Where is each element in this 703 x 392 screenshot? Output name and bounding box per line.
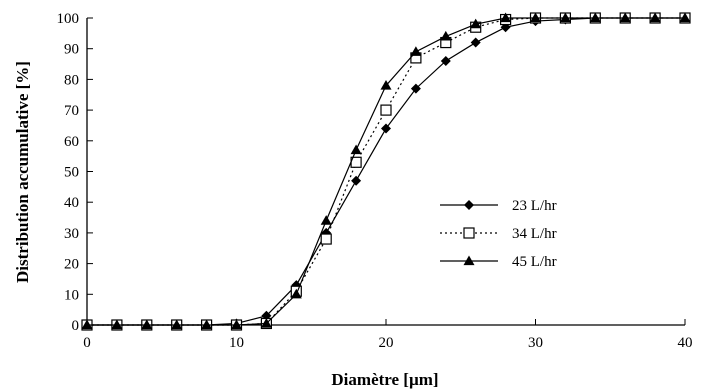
y-tick-label: 90 bbox=[64, 42, 79, 58]
legend-label: 34 L/hr bbox=[512, 226, 557, 242]
x-tick-label: 30 bbox=[528, 335, 543, 351]
data-point bbox=[559, 12, 571, 23]
data-point bbox=[141, 319, 153, 330]
legend-marker bbox=[463, 227, 475, 239]
x-tick-label: 0 bbox=[83, 335, 91, 351]
data-point bbox=[500, 12, 512, 23]
y-tick-label: 80 bbox=[64, 72, 79, 88]
data-point bbox=[350, 144, 362, 155]
x-tick-label: 20 bbox=[379, 335, 394, 351]
data-point bbox=[320, 233, 332, 245]
y-tick-label: 70 bbox=[64, 103, 79, 119]
data-point bbox=[201, 319, 213, 330]
legend-marker bbox=[463, 255, 475, 266]
series-45-l-hr bbox=[81, 12, 691, 330]
legend-item: 45 L/hr bbox=[440, 254, 557, 270]
data-point bbox=[470, 37, 481, 48]
legend-item: 23 L/hr bbox=[440, 198, 557, 214]
y-tick-label: 10 bbox=[64, 287, 79, 303]
legend-item: 34 L/hr bbox=[440, 226, 557, 242]
series-line bbox=[87, 17, 685, 326]
legend: 23 L/hr 34 L/hr 45 L/hr bbox=[440, 198, 557, 270]
data-point bbox=[470, 18, 482, 29]
data-point bbox=[410, 46, 422, 56]
ticks: 0 10 20 30 40 50 60 70 80 90 100 0 10 20 30 40 bbox=[57, 11, 693, 351]
y-tick-label: 30 bbox=[64, 226, 79, 242]
y-axis-title: Distribution accumulative [%] bbox=[13, 61, 32, 283]
data-point bbox=[679, 12, 691, 23]
y-tick-label: 0 bbox=[72, 318, 80, 334]
y-tick-label: 50 bbox=[64, 165, 79, 181]
series-layer bbox=[81, 12, 691, 331]
series-34-l-hr bbox=[81, 12, 691, 331]
data-point bbox=[619, 12, 631, 23]
legend-marker bbox=[464, 200, 474, 210]
series-line bbox=[87, 17, 685, 326]
y-tick-label: 100 bbox=[57, 11, 80, 27]
axes bbox=[86, 18, 685, 326]
data-point bbox=[81, 319, 93, 330]
data-point bbox=[530, 12, 541, 23]
y-tick-label: 60 bbox=[64, 134, 79, 150]
data-point bbox=[440, 55, 451, 66]
data-point bbox=[260, 317, 272, 328]
y-tick-label: 20 bbox=[64, 257, 79, 273]
data-point bbox=[320, 215, 332, 225]
x-tick-label: 40 bbox=[678, 335, 693, 351]
y-tick-label: 40 bbox=[64, 195, 79, 211]
data-point bbox=[410, 83, 421, 94]
series-line bbox=[87, 17, 685, 326]
x-axis-title: Diamètre [µm] bbox=[331, 370, 438, 389]
data-point bbox=[380, 80, 392, 90]
data-point bbox=[589, 12, 601, 23]
legend-label: 23 L/hr bbox=[512, 198, 557, 214]
data-point bbox=[649, 12, 661, 23]
data-point bbox=[380, 104, 392, 116]
data-point bbox=[111, 319, 123, 330]
data-point bbox=[171, 319, 183, 330]
data-point bbox=[381, 123, 391, 134]
data-point bbox=[351, 175, 362, 186]
data-point bbox=[440, 30, 452, 41]
data-point bbox=[231, 319, 242, 330]
x-tick-label: 10 bbox=[229, 335, 244, 351]
legend-label: 45 L/hr bbox=[512, 254, 557, 270]
series-23-l-hr bbox=[82, 13, 690, 330]
data-point bbox=[290, 288, 302, 299]
